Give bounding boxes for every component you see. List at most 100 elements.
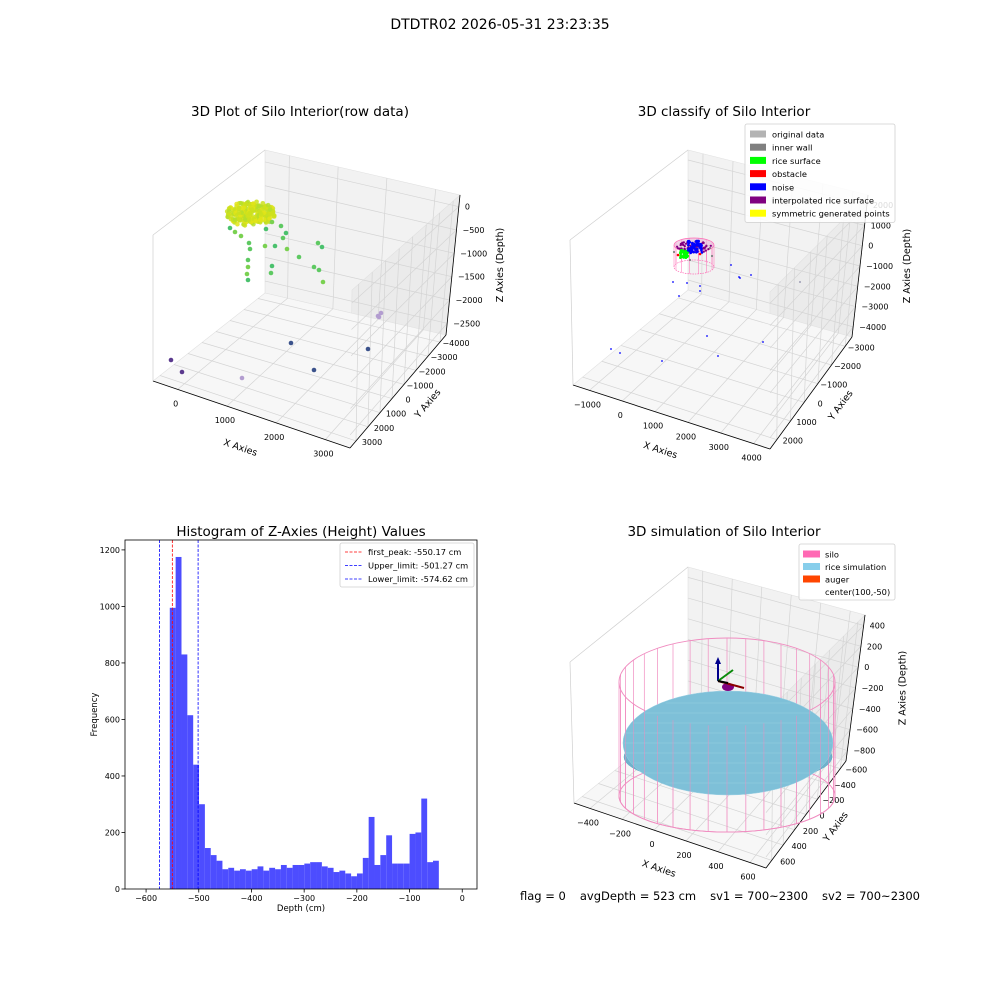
interpolated-point	[681, 243, 684, 246]
histogram-bar	[386, 835, 393, 889]
x-tick-label: −1000	[574, 400, 601, 409]
x-tick-label: −300	[293, 894, 315, 903]
status-sv2: sv2 = 700~2300	[822, 889, 920, 903]
histogram-bar	[362, 857, 369, 889]
histogram-bar	[310, 862, 317, 889]
data-point	[239, 375, 245, 381]
interpolated-point	[676, 245, 679, 248]
y-tick-label: −1000	[820, 381, 847, 390]
noise-point	[696, 250, 699, 253]
noise-point	[699, 285, 701, 287]
noise-point	[691, 242, 694, 246]
legend-swatch	[750, 130, 766, 138]
y-tick-label: −400	[834, 781, 856, 790]
noise-point	[661, 360, 663, 362]
histogram-bar	[339, 870, 346, 889]
inner-wall-point	[708, 246, 712, 250]
data-point	[261, 217, 267, 222]
data-point	[365, 346, 371, 352]
histogram-bar	[216, 860, 223, 889]
status-flag: flag = 0	[520, 889, 566, 903]
histogram-bar	[175, 556, 182, 889]
center-z-arrowhead	[715, 657, 721, 664]
y-tick-label: 1000	[796, 418, 816, 427]
x-axis-label: X Axies	[642, 440, 679, 461]
histogram-bar	[263, 870, 270, 889]
x-tick-label: −200	[609, 829, 631, 838]
interpolated-point	[702, 241, 705, 244]
box-edge	[569, 149, 689, 241]
x-axis-label: X Axies	[222, 437, 259, 459]
x-tick-label: −400	[577, 818, 599, 827]
data-point	[267, 207, 273, 212]
status-sv1: sv1 = 700~2300	[710, 889, 809, 903]
noise-point	[691, 246, 694, 249]
histogram-bar	[204, 848, 211, 889]
legend-entry: symmetric generated points	[772, 209, 890, 219]
box-edge	[152, 149, 266, 236]
y-tick-label: 0	[818, 399, 823, 408]
legend-entry: Upper_limit: -501.27 cm	[368, 561, 468, 571]
z-tick-label: −1500	[458, 273, 485, 282]
legend	[798, 543, 896, 601]
histogram-bar	[234, 870, 240, 889]
data-point	[179, 369, 185, 375]
z-axis-label: Z Axies (Depth)	[902, 229, 913, 303]
noise-point	[691, 250, 694, 253]
noise-point	[730, 264, 732, 266]
original-data-point	[799, 281, 801, 283]
panel-raw-data-3d: 0 1000 2000 3000 −4000 −3000 −2000 −1000 0 1000 20…	[152, 104, 506, 459]
x-tick-label: 2000	[264, 433, 284, 442]
legend-swatch	[750, 183, 766, 191]
data-point	[316, 267, 322, 273]
z-axis-label: Z Axies (Depth)	[898, 651, 909, 725]
z-tick-label: −200	[862, 684, 884, 693]
figure-suptitle: DTDTR02 2026-05-31 23:23:35	[390, 17, 610, 33]
histogram-bar	[397, 863, 404, 889]
status-avg-depth: avgDepth = 523 cm	[579, 889, 697, 903]
noise-point	[688, 249, 691, 253]
histogram-bar	[187, 715, 194, 889]
x-gridline	[687, 176, 794, 423]
data-point	[246, 240, 252, 246]
data-point	[319, 244, 325, 250]
x-gridline	[753, 191, 854, 444]
y-axis-label: Frequency	[90, 693, 100, 737]
legend	[339, 542, 475, 588]
legend-entry: interpolated rice surface	[772, 196, 874, 206]
panel-classify-3d: −1000 0 1000 2000 3000 4000 −3000 −2000 −1000 0 10…	[569, 104, 913, 463]
x-axis-line	[152, 380, 351, 449]
z-tick-label: 0	[868, 242, 873, 251]
data-point	[251, 201, 256, 206]
z-tick-label: −800	[853, 747, 875, 756]
status-line: flag = 0 avgDepth = 523 cm sv1 = 700~2300 s…	[520, 889, 934, 903]
z-tick-label: −600	[856, 726, 878, 735]
histogram-bar	[403, 863, 410, 889]
histogram-bar	[199, 804, 205, 889]
noise-point	[699, 290, 701, 292]
x-tick-label: 2000	[676, 432, 696, 441]
rice-surface-point	[682, 256, 685, 259]
x-tick-label: −500	[188, 894, 210, 903]
noise-point	[698, 244, 702, 248]
y-axis-line	[349, 334, 447, 449]
histogram-bar	[374, 864, 381, 889]
z-tick-label: −4000	[859, 323, 886, 332]
data-point	[241, 205, 246, 211]
interpolated-point	[704, 246, 707, 249]
histogram-bar	[298, 864, 305, 889]
noise-point	[717, 355, 719, 357]
data-point	[378, 310, 384, 316]
z-tick-label: −3000	[861, 303, 888, 312]
y-tick-label: 1000	[100, 602, 120, 611]
legend-entry: center(100,-50)	[825, 587, 890, 597]
interpolated-point	[684, 242, 688, 245]
histogram-bar	[316, 862, 322, 889]
noise-point	[619, 352, 621, 354]
noise-point	[686, 282, 688, 284]
box-edge	[569, 566, 689, 663]
data-point	[267, 216, 272, 221]
histogram-bar	[345, 873, 352, 889]
y-tick-label: −3000	[430, 353, 457, 362]
